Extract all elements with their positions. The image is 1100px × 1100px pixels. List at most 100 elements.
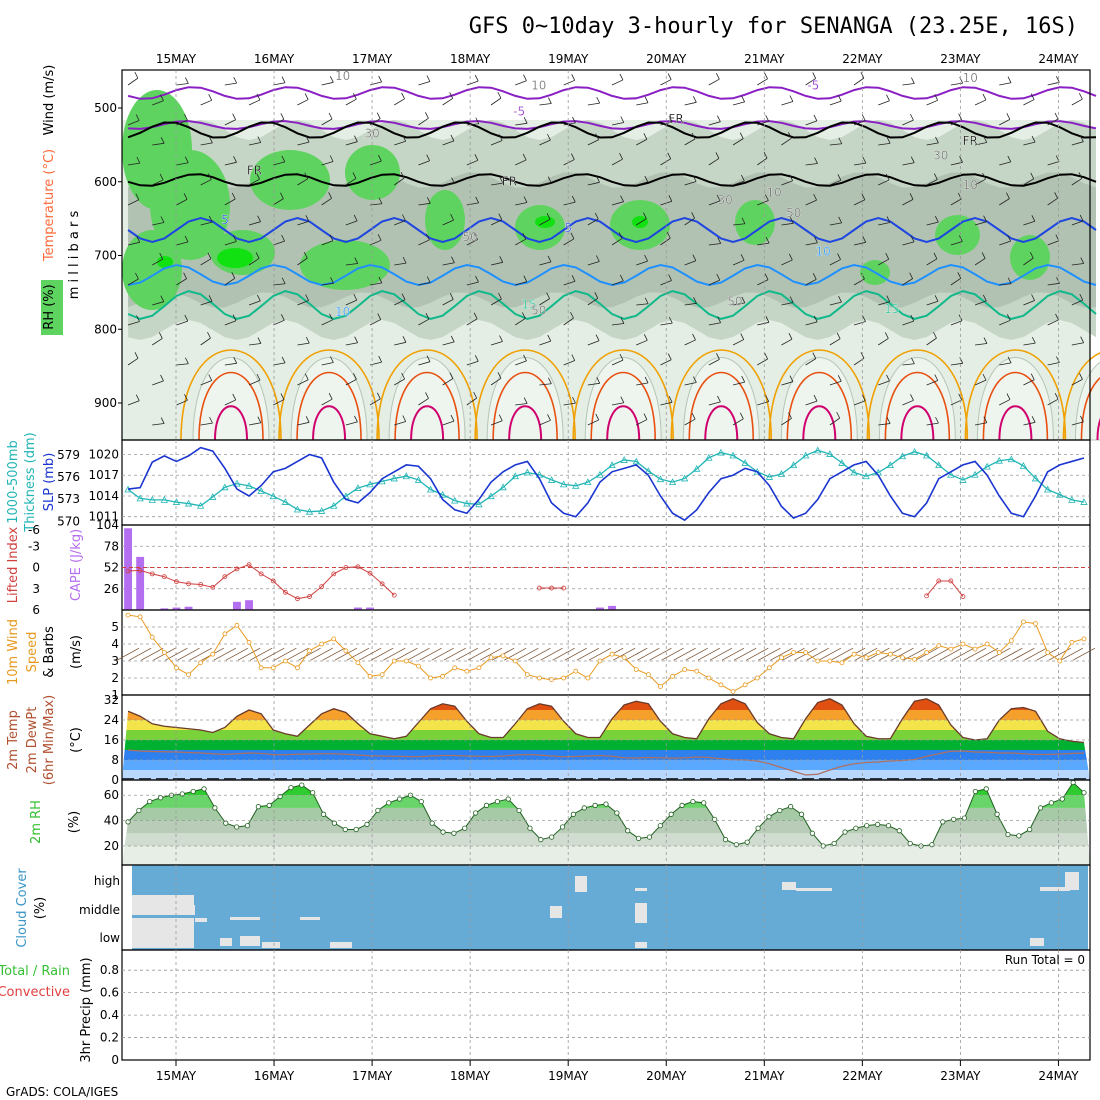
wind-barb-feather bbox=[620, 116, 625, 123]
rh-marker bbox=[429, 820, 435, 826]
slp-tick-label: 1017 bbox=[88, 468, 119, 482]
thickness-marker bbox=[886, 461, 895, 469]
wind-barb-feather bbox=[160, 417, 165, 424]
rh-marker bbox=[451, 830, 457, 836]
run-total-label: Run Total = 0 bbox=[1005, 953, 1085, 967]
wind-barb-feather bbox=[257, 337, 262, 344]
wind-barb bbox=[902, 320, 914, 326]
thickness-marker bbox=[184, 499, 193, 507]
wind-barb bbox=[418, 239, 430, 246]
precip-convective-label: Convective bbox=[0, 985, 70, 1000]
wind-barb bbox=[297, 421, 310, 426]
wind-barb bbox=[418, 81, 431, 86]
rh-marker bbox=[668, 811, 674, 817]
lifted-marker bbox=[282, 589, 288, 595]
wind-speed-marker bbox=[198, 660, 204, 666]
wind-barb-10m bbox=[407, 647, 430, 661]
wind-barb-feather bbox=[668, 115, 673, 123]
cloud-cover-panel: high middle low Cloud Cover (%) bbox=[15, 864, 1091, 951]
wind-barb bbox=[1071, 220, 1084, 226]
wind-barb-feather bbox=[595, 334, 600, 341]
wind-barb bbox=[975, 343, 988, 346]
wind-barb-feather bbox=[619, 353, 624, 361]
wind-barb-feather bbox=[981, 252, 986, 259]
wind-speed-marker bbox=[645, 672, 651, 677]
wind-barb bbox=[152, 258, 163, 266]
precip-total-label: Total / Rain bbox=[0, 964, 70, 979]
wind-barb bbox=[950, 399, 962, 406]
temp-band bbox=[122, 740, 1090, 750]
wind-barb-feather bbox=[836, 411, 841, 419]
wind-barb bbox=[539, 298, 550, 306]
wind-barb bbox=[708, 78, 720, 86]
wind-barb-feather bbox=[788, 253, 793, 261]
wind-barb bbox=[224, 320, 237, 326]
wind-barb-feather bbox=[1055, 76, 1060, 83]
wind-barb-feather bbox=[814, 236, 818, 243]
wind-barb-feather bbox=[450, 414, 455, 422]
wind-speed-marker bbox=[803, 650, 809, 655]
wind-barb bbox=[442, 98, 453, 106]
wind-barb-feather bbox=[231, 272, 236, 279]
wind-barb bbox=[708, 121, 721, 126]
chart-title: GFS 0~10day 3-hourly for SENANGA (23.25E… bbox=[469, 14, 1078, 39]
thickness-marker bbox=[172, 498, 181, 505]
wind-speed-marker bbox=[125, 612, 131, 618]
wind-barb bbox=[224, 399, 236, 406]
wind-barb bbox=[176, 83, 189, 86]
thickness-marker bbox=[814, 446, 822, 454]
rh-marker bbox=[505, 796, 511, 802]
cloud-gap bbox=[175, 905, 195, 915]
rh-marker bbox=[234, 824, 240, 830]
wind-barb bbox=[394, 378, 405, 386]
wind-barb-feather bbox=[595, 255, 600, 262]
wind-frame bbox=[121, 609, 1091, 696]
wind-barb-10m bbox=[564, 647, 587, 661]
wind-barb-10m bbox=[891, 647, 914, 661]
wind-barb bbox=[466, 159, 479, 166]
wind-speed-marker bbox=[500, 653, 506, 659]
wind-barb-feather bbox=[619, 153, 623, 160]
wind-barb-10m bbox=[612, 647, 636, 661]
wind-barb bbox=[515, 202, 528, 206]
thickness-marker bbox=[366, 480, 374, 488]
wind-barb-feather bbox=[451, 177, 455, 184]
wind-barb bbox=[1047, 282, 1060, 286]
wind-barb bbox=[345, 299, 357, 306]
wind-barb-10m bbox=[758, 647, 781, 661]
wind-barb bbox=[1071, 421, 1084, 426]
wind-barb bbox=[273, 362, 286, 366]
wind-barb-feather bbox=[862, 315, 866, 322]
wind-barb bbox=[176, 320, 188, 326]
cloud-cover-label: Cloud Cover bbox=[15, 868, 30, 948]
wind-barb-feather bbox=[160, 137, 165, 144]
rh-marker bbox=[842, 829, 848, 835]
wind-barb bbox=[732, 302, 745, 306]
wind-speed-marker bbox=[863, 655, 869, 660]
wind-barb bbox=[660, 359, 672, 366]
rh-marker bbox=[288, 785, 294, 791]
wind-barb-feather bbox=[548, 377, 552, 384]
x-date-label: 19MAY bbox=[548, 1069, 589, 1083]
rh-marker bbox=[690, 798, 696, 805]
rh-marker bbox=[1048, 800, 1055, 806]
cloud-gap bbox=[1065, 872, 1079, 890]
wind-barb bbox=[273, 283, 286, 286]
contour-20 bbox=[474, 349, 576, 441]
wind-barb-feather bbox=[693, 376, 697, 383]
wind-barb-feather bbox=[377, 313, 382, 320]
wind-speed-marker bbox=[331, 636, 337, 642]
wind-speed-marker bbox=[924, 650, 930, 655]
wind-barb-feather bbox=[523, 74, 527, 81]
rh-marker bbox=[386, 800, 392, 806]
wind-barb bbox=[1047, 240, 1059, 246]
wind-barb bbox=[805, 199, 817, 206]
wind-barb-feather bbox=[232, 314, 237, 321]
rh-marker bbox=[396, 796, 403, 802]
wind-barb bbox=[563, 280, 576, 286]
wind-barb-feather bbox=[134, 71, 139, 79]
wind-barb-feather bbox=[884, 332, 889, 339]
wind-speed-marker bbox=[149, 634, 155, 640]
wind-barb bbox=[805, 279, 817, 286]
top-date-label: 15MAY bbox=[156, 52, 197, 66]
